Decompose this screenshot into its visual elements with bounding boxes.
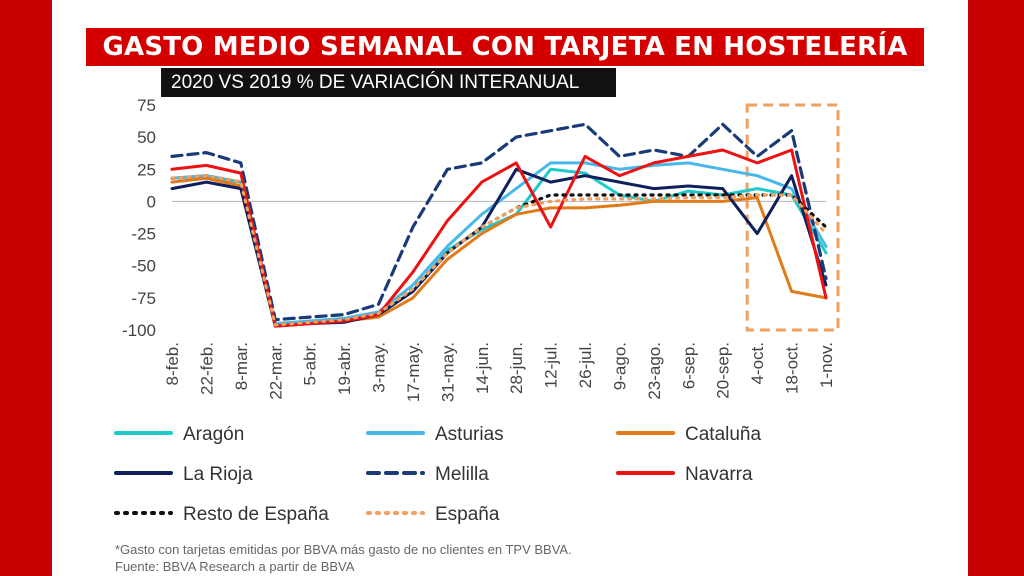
legend-label: Asturias	[435, 424, 504, 445]
y-tick-label: 0	[147, 192, 156, 211]
footnote-line-1: *Gasto con tarjetas emitidas por BBVA má…	[115, 542, 572, 557]
legend: Aragón Asturias Cataluña La Rioja Melilla Nav…	[114, 424, 761, 525]
y-tick-label: 75	[137, 96, 156, 115]
x-tick-label: 1-nov.	[817, 342, 836, 388]
x-tick-label: 26-jul.	[576, 342, 595, 388]
x-tick-label: 28-jun.	[507, 342, 526, 394]
y-axis: 75 50 25 0 -25 -50 -75 -100	[122, 96, 156, 340]
x-tick-label: 22-feb.	[197, 342, 216, 395]
x-tick-label: 23-ago.	[645, 342, 664, 400]
legend-label: Aragón	[183, 424, 244, 445]
x-tick-label: 12-jul.	[542, 342, 561, 388]
x-tick-label: 22-mar.	[266, 342, 285, 400]
legend-label: Melilla	[435, 464, 489, 485]
y-tick-label: -50	[131, 257, 156, 276]
series-line	[170, 122, 828, 322]
legend-label: La Rioja	[183, 464, 253, 485]
chart-title: GASTO MEDIO SEMANAL CON TARJETA EN HOSTE…	[86, 28, 924, 66]
chart-subtitle: 2020 VS 2019 % DE VARIACIÓN INTERANUAL	[161, 68, 616, 97]
x-tick-label: 18-oct.	[783, 342, 802, 394]
x-tick-label: 5-abr.	[301, 342, 320, 385]
x-tick-label: 6-sep.	[679, 342, 698, 389]
footnote-source: Fuente: BBVA Research a partir de BBVA	[115, 559, 355, 574]
series-line	[170, 148, 828, 328]
x-tick-label: 8-mar.	[232, 342, 251, 390]
highlight-rect	[745, 103, 840, 332]
footnote: *Gasto con tarjetas emitidas por BBVA má…	[115, 541, 572, 575]
x-tick-label: 8-feb.	[163, 342, 182, 385]
x-tick-label: 20-sep.	[714, 342, 733, 399]
series-line	[170, 174, 828, 327]
y-tick-label: -75	[131, 289, 156, 308]
x-tick-label: 17-may.	[404, 342, 423, 402]
x-tick-label: 19-abr.	[335, 342, 354, 395]
series-line	[170, 161, 828, 326]
x-tick-label: 9-ago.	[610, 342, 629, 390]
x-tick-label: 4-oct.	[748, 342, 767, 385]
y-tick-label: -25	[131, 225, 156, 244]
legend-label: Navarra	[685, 464, 753, 485]
x-tick-label: 14-jun.	[473, 342, 492, 394]
y-tick-label: 50	[137, 128, 156, 147]
x-tick-label: 3-may.	[370, 342, 389, 393]
legend-label: Cataluña	[685, 424, 761, 445]
y-tick-label: 25	[137, 160, 156, 179]
series-lines	[170, 122, 828, 328]
highlight-box	[745, 103, 840, 332]
y-tick-label: -100	[122, 321, 156, 340]
legend-label: España	[435, 504, 500, 525]
legend-label: Resto de España	[183, 504, 329, 525]
x-axis: 8-feb. 22-feb. 8-mar. 22-mar. 5-abr. 19-abr. 3…	[163, 200, 836, 402]
x-tick-label: 31-may.	[438, 342, 457, 402]
